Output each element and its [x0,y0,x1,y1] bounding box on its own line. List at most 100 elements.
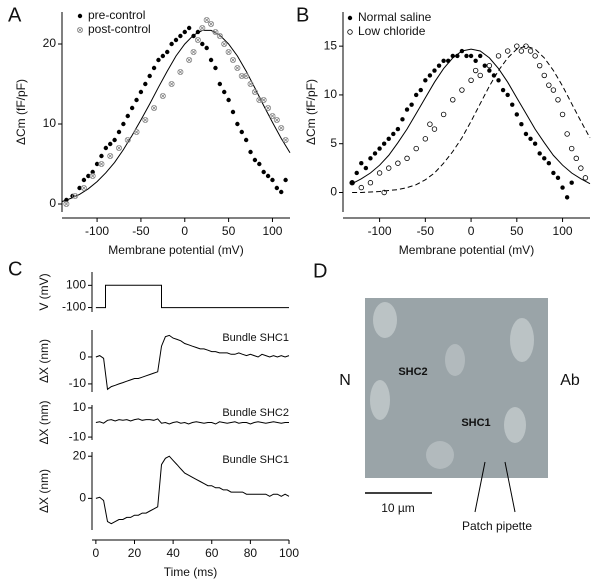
cross [178,69,183,75]
dot [173,37,179,43]
dot [427,73,433,78]
x-tick-label: -50 [132,224,150,238]
marker [225,49,232,56]
legend-label: pre-control [88,8,145,22]
legend-label: Normal saline [358,10,432,24]
dot [459,48,465,54]
ring [546,82,552,88]
dot [283,177,288,183]
x-tick-label: 100 [279,546,299,560]
marker [464,53,469,59]
dot [377,146,382,151]
fit-curve [351,48,591,185]
marker [98,160,105,167]
ring [404,155,410,162]
ring [541,72,547,79]
marker [191,33,196,39]
y-tick-label: 0 [79,491,86,505]
marker [450,53,455,59]
dot [446,58,451,63]
dot [436,63,442,68]
dot [86,173,91,179]
ring [116,144,123,151]
marker [238,73,245,80]
marker [550,87,557,93]
dot [134,97,139,103]
dot [94,161,100,167]
dot [252,157,258,163]
marker [261,169,266,175]
x-tick-label: 100 [262,224,282,238]
x-axis-label: Time (ms) [164,565,218,579]
cross [99,161,104,167]
panel-letter: C [8,258,22,280]
dot [147,73,152,79]
cross [77,27,83,33]
cross [239,73,244,79]
marker [265,105,272,112]
marker [173,37,179,43]
ring [523,43,529,49]
marker [473,58,478,63]
ring [518,48,525,54]
marker [395,126,401,132]
dot [151,65,157,71]
ring [151,105,158,112]
marker [441,58,446,63]
dot [528,136,533,142]
ring [486,62,493,69]
x-tick-label: 0 [468,224,475,238]
marker [514,112,520,117]
dot [208,57,214,63]
y-tick-label: -10 [69,429,87,443]
marker [537,151,542,156]
marker [208,20,215,27]
ring [495,53,502,59]
dot [560,185,565,190]
marker [347,29,353,35]
marker [156,57,161,63]
cross [125,137,130,143]
ring [386,165,392,171]
dot [248,149,253,155]
marker [283,177,288,183]
x-axis-label: Membrane potential (mV) [399,243,534,257]
marker [103,145,109,151]
ring [251,89,258,96]
marker [381,141,387,146]
marker [487,68,492,73]
cross [252,89,258,95]
ring [229,57,236,64]
ring [190,49,197,56]
ring [431,126,438,132]
marker [450,97,456,103]
marker [229,57,236,64]
ring [159,93,166,100]
cross [108,153,113,159]
marker [372,151,378,156]
marker [514,43,520,49]
ring [427,121,433,127]
y-tick-label: 10 [73,400,87,414]
ring [358,184,364,191]
marker [478,53,483,59]
dot [108,141,113,147]
dot [510,102,515,107]
marker [391,131,396,137]
cross [143,117,148,123]
marker [243,137,249,143]
dot [81,177,87,183]
ring [413,145,419,152]
ring [422,136,429,142]
dot [347,15,353,21]
marker [243,73,250,80]
marker [496,78,501,83]
marker [528,136,533,142]
dot [349,180,355,185]
marker [186,57,193,64]
ring [573,155,579,162]
dot [450,53,455,59]
legend-label: Low chloride [358,24,426,38]
marker [94,161,100,167]
dot [455,53,460,59]
